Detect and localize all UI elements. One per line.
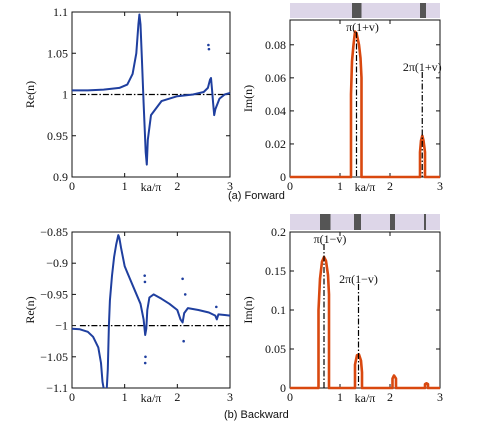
fw_im-xtick-label-3: 3 bbox=[437, 179, 443, 193]
fw_im-series-line-0 bbox=[290, 30, 440, 179]
fw_im-band-gap-0 bbox=[352, 3, 362, 18]
bw_im-ylabel: Im(n) bbox=[241, 296, 255, 323]
fw_re-ytick-label-2: 1 bbox=[62, 88, 68, 102]
bw_re-ytick-label-3: −0.95 bbox=[40, 287, 68, 301]
bw_re-xlabel: ka/π bbox=[141, 391, 162, 405]
fw_im-ylabel: Im(n) bbox=[241, 85, 255, 112]
bw_re-xtick-label-0: 0 bbox=[69, 390, 75, 404]
fw_im-xtick-label-0: 0 bbox=[287, 179, 293, 193]
bw_im-plot-frame bbox=[289, 231, 441, 389]
bw_re-ytick-label-1: −1.05 bbox=[40, 350, 68, 364]
bw_re-xtick-label-1: 1 bbox=[122, 390, 128, 404]
bw_re-series-line-0 bbox=[71, 327, 105, 389]
fw_im-ytick-label-3: 0.06 bbox=[265, 71, 286, 85]
caption-forward: (a) Forward bbox=[228, 190, 285, 202]
fw_im-annotation-label-0: π(1+v) bbox=[346, 20, 379, 34]
fw_im-xtick-label-1: 1 bbox=[337, 179, 343, 193]
bw_re-ylabel: Re(n) bbox=[23, 296, 37, 323]
bw_im-band-gap-3 bbox=[424, 214, 426, 230]
bw_im-annotation-label-0: π(1−v) bbox=[314, 232, 347, 246]
fw_im-ytick-label-4: 0.08 bbox=[265, 38, 286, 52]
fw_im-ytick-label-0: 0 bbox=[280, 170, 286, 184]
bw_im-series-line-0 bbox=[290, 255, 440, 390]
fw_re-xlabel: ka/π bbox=[141, 180, 162, 194]
bw_re-series-line-1 bbox=[105, 234, 231, 389]
bw_im-ytick-label-0: 0 bbox=[280, 381, 286, 395]
bw_re-point-7 bbox=[215, 305, 218, 309]
bw_im-ytick-label-4: 0.2 bbox=[271, 225, 286, 239]
fw_im-xtick-label-2: 2 bbox=[387, 179, 393, 193]
bw_im-ytick-label-1: 0.05 bbox=[265, 342, 286, 356]
bw_re-plot-frame bbox=[71, 231, 231, 389]
caption-backward: (b) Backward bbox=[224, 409, 289, 421]
bw_re-ytick-label-0: −1.1 bbox=[46, 381, 68, 395]
bw_im-band-gap-1 bbox=[354, 214, 361, 230]
bw_re-point-5 bbox=[182, 339, 185, 343]
bw_im-xtick-label-1: 1 bbox=[337, 390, 343, 404]
fw_re-series-line-0 bbox=[72, 13, 231, 166]
bw_re-xtick-label-3: 3 bbox=[227, 390, 233, 404]
bw_im-band-gap-0 bbox=[320, 214, 331, 230]
fw_re-point-1 bbox=[207, 47, 211, 51]
fw_re-ylabel: Re(n) bbox=[23, 81, 37, 108]
fw_re-xtick-label-0: 0 bbox=[69, 179, 75, 193]
fw_im-annotation-label-1: 2π(1+v) bbox=[403, 60, 442, 74]
bw_re-ytick-label-5: −0.85 bbox=[40, 225, 68, 239]
fw_re-xtick-label-1: 1 bbox=[122, 179, 128, 193]
bw_im-xtick-label-0: 0 bbox=[287, 390, 293, 404]
fw_re-point-0 bbox=[207, 43, 210, 47]
bw_im-band-strip bbox=[290, 214, 440, 230]
bw_re-point-3 bbox=[144, 355, 147, 359]
bw_re-ytick-label-4: −0.9 bbox=[46, 256, 68, 270]
bw_re-point-0 bbox=[143, 274, 146, 277]
bw_im-ytick-label-2: 0.1 bbox=[271, 303, 286, 317]
fw_re-ytick-label-4: 1.1 bbox=[53, 5, 68, 19]
bw_re-point-1 bbox=[143, 280, 147, 284]
fw_im-band-strip bbox=[290, 3, 440, 18]
bw_im-xlabel: ka/π bbox=[355, 391, 376, 405]
bw_im-ytick-label-3: 0.15 bbox=[265, 264, 286, 278]
fw_im-band-gap-1 bbox=[420, 3, 426, 18]
bw_im-annotation-label-1: 2π(1−v) bbox=[339, 272, 378, 286]
fw_im-ytick-label-1: 0.02 bbox=[265, 137, 286, 151]
fw_im-plot-frame bbox=[289, 19, 441, 178]
fw_re-ytick-label-3: 1.05 bbox=[47, 46, 68, 60]
bw_im-xtick-label-3: 3 bbox=[437, 390, 443, 404]
fw_re-ytick-label-0: 0.9 bbox=[53, 170, 68, 184]
bw_re-point-4 bbox=[181, 277, 184, 281]
fw_re-ytick-label-1: 0.95 bbox=[47, 129, 68, 143]
fw_re-xtick-label-2: 2 bbox=[174, 179, 180, 193]
fw_im-xlabel: ka/π bbox=[355, 180, 376, 194]
bw_im-band-gap-2 bbox=[390, 214, 395, 230]
bw_re-point-2 bbox=[143, 361, 147, 365]
fw_im-ytick-label-2: 0.04 bbox=[265, 104, 286, 118]
bw_re-point-6 bbox=[183, 293, 187, 296]
bw_re-ytick-label-2: −1 bbox=[55, 319, 68, 333]
fw_re-xtick-label-3: 3 bbox=[227, 179, 233, 193]
bw_im-xtick-label-2: 2 bbox=[387, 390, 393, 404]
bw_re-xtick-label-2: 2 bbox=[174, 390, 180, 404]
